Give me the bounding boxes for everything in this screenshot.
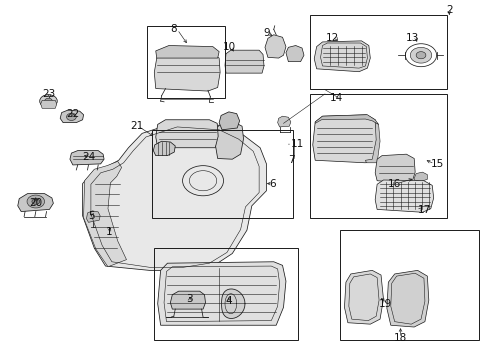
Text: 15: 15 bbox=[429, 159, 443, 169]
Text: 11: 11 bbox=[290, 139, 304, 149]
Circle shape bbox=[44, 98, 52, 104]
Circle shape bbox=[409, 47, 431, 63]
Circle shape bbox=[40, 95, 57, 108]
Polygon shape bbox=[312, 115, 376, 163]
Polygon shape bbox=[386, 270, 428, 327]
Text: 16: 16 bbox=[387, 179, 401, 189]
Text: 7: 7 bbox=[288, 155, 294, 165]
Polygon shape bbox=[344, 270, 383, 324]
Polygon shape bbox=[315, 115, 378, 125]
Text: 14: 14 bbox=[329, 93, 342, 103]
Polygon shape bbox=[314, 41, 369, 72]
Polygon shape bbox=[374, 154, 414, 183]
Polygon shape bbox=[264, 35, 285, 58]
Polygon shape bbox=[224, 50, 264, 73]
Polygon shape bbox=[41, 100, 57, 108]
Text: 2: 2 bbox=[445, 5, 452, 15]
Text: 19: 19 bbox=[379, 299, 392, 309]
Polygon shape bbox=[285, 45, 304, 62]
Bar bbox=[339, 230, 478, 339]
Circle shape bbox=[415, 51, 425, 59]
Polygon shape bbox=[86, 211, 100, 222]
Polygon shape bbox=[277, 116, 290, 127]
Polygon shape bbox=[221, 289, 244, 319]
Polygon shape bbox=[374, 180, 433, 212]
Polygon shape bbox=[413, 172, 427, 181]
Bar bbox=[154, 248, 298, 339]
Text: 22: 22 bbox=[66, 109, 80, 119]
Polygon shape bbox=[60, 110, 83, 123]
Polygon shape bbox=[215, 122, 243, 159]
Text: 10: 10 bbox=[223, 42, 236, 52]
Bar bbox=[147, 26, 224, 98]
Text: 8: 8 bbox=[170, 24, 177, 35]
Text: 12: 12 bbox=[325, 33, 338, 43]
Circle shape bbox=[32, 199, 40, 204]
Polygon shape bbox=[82, 123, 266, 270]
Polygon shape bbox=[158, 262, 285, 325]
Polygon shape bbox=[170, 291, 205, 309]
Polygon shape bbox=[156, 120, 218, 148]
Text: 23: 23 bbox=[42, 89, 55, 99]
Polygon shape bbox=[156, 45, 219, 58]
Text: 18: 18 bbox=[393, 333, 407, 343]
Text: 9: 9 bbox=[263, 28, 269, 38]
Polygon shape bbox=[153, 141, 175, 156]
Text: 3: 3 bbox=[186, 294, 193, 304]
Polygon shape bbox=[83, 161, 126, 267]
Text: 13: 13 bbox=[405, 33, 419, 43]
Bar bbox=[310, 94, 446, 218]
Text: 21: 21 bbox=[130, 121, 143, 131]
Bar bbox=[310, 15, 446, 89]
Polygon shape bbox=[365, 122, 379, 163]
Polygon shape bbox=[219, 112, 239, 130]
Polygon shape bbox=[70, 150, 104, 165]
Polygon shape bbox=[154, 53, 220, 91]
Text: 20: 20 bbox=[29, 198, 42, 208]
Bar bbox=[152, 130, 293, 218]
Circle shape bbox=[66, 113, 76, 121]
Text: 6: 6 bbox=[269, 179, 276, 189]
Text: 24: 24 bbox=[81, 152, 95, 162]
Circle shape bbox=[27, 195, 44, 208]
Text: 1: 1 bbox=[105, 227, 112, 237]
Text: 4: 4 bbox=[225, 296, 232, 306]
Polygon shape bbox=[18, 194, 53, 212]
Text: 17: 17 bbox=[417, 206, 430, 216]
Text: 5: 5 bbox=[88, 211, 95, 221]
